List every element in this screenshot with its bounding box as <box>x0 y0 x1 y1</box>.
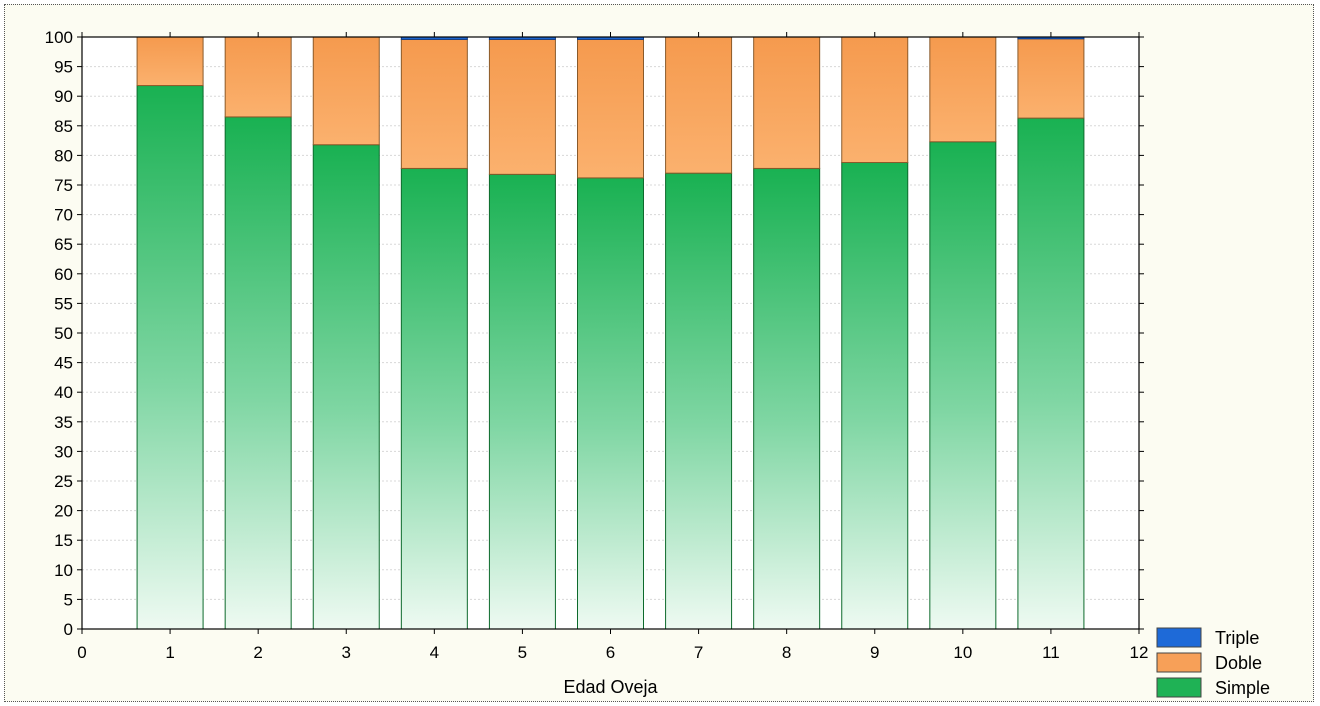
bar-doble-11 <box>1017 38 1085 119</box>
x-tick-label: 6 <box>606 643 615 662</box>
x-tick-label: 0 <box>77 643 86 662</box>
bar-simple-4 <box>400 167 468 630</box>
bar-simple-3 <box>312 144 380 630</box>
x-tick-label: 9 <box>870 643 879 662</box>
y-tick-label: 0 <box>64 620 73 639</box>
y-tick-label: 85 <box>54 117 73 136</box>
x-axis-ticks: 0 1 2 3 4 5 6 7 8 9 10 11 12 <box>77 32 1148 662</box>
bar-doble-2 <box>224 36 292 118</box>
bar-doble-5 <box>488 38 556 175</box>
bar-simple-7 <box>665 172 733 630</box>
bar-doble-10 <box>929 36 997 143</box>
x-tick-label: 2 <box>253 643 262 662</box>
x-tick-label: 10 <box>953 643 972 662</box>
bar-simple-2 <box>224 116 292 630</box>
bar-simple-5 <box>488 173 556 630</box>
y-tick-label: 45 <box>54 354 73 373</box>
bar-doble-7 <box>665 36 733 174</box>
y-tick-label: 90 <box>54 87 73 106</box>
x-tick-label: 7 <box>694 643 703 662</box>
y-tick-label: 25 <box>54 472 73 491</box>
legend-swatch-simple <box>1156 677 1202 698</box>
x-tick-label: 1 <box>165 643 174 662</box>
y-tick-label: 35 <box>54 413 73 432</box>
x-axis-title: Edad Oveja <box>563 677 658 697</box>
bar-simple-1 <box>136 85 204 630</box>
y-axis-ticks: 0 5 10 15 20 25 30 35 40 45 50 55 60 65 70 75 80 85 90 95 10… <box>45 28 1144 639</box>
x-tick-label: 3 <box>342 643 351 662</box>
legend-swatch-doble <box>1156 652 1202 673</box>
y-tick-label: 70 <box>54 206 73 225</box>
y-tick-label: 10 <box>54 561 73 580</box>
bar-simple-6 <box>577 177 644 630</box>
bar-simple-11 <box>1017 117 1085 630</box>
y-tick-label: 80 <box>54 146 73 165</box>
y-tick-label: 15 <box>54 531 73 550</box>
bar-doble-4 <box>400 38 468 169</box>
x-tick-label: 5 <box>518 643 527 662</box>
y-tick-label: 60 <box>54 265 73 284</box>
bar-simple-8 <box>753 167 821 630</box>
x-tick-label: 12 <box>1130 643 1149 662</box>
bar-doble-3 <box>312 36 380 146</box>
bars <box>136 36 1085 630</box>
y-tick-label: 55 <box>54 294 73 313</box>
bar-doble-8 <box>753 36 821 169</box>
y-tick-label: 30 <box>54 442 73 461</box>
y-tick-label: 100 <box>45 28 73 47</box>
y-tick-label: 20 <box>54 502 73 521</box>
legend-label-simple: Simple <box>1215 678 1270 698</box>
y-tick-label: 65 <box>54 235 73 254</box>
bar-doble-9 <box>841 36 909 164</box>
y-tick-label: 95 <box>54 58 73 77</box>
stacked-bar-chart: 0510152025303540455055606570758085909510… <box>45 28 1270 698</box>
bar-simple-10 <box>929 141 997 630</box>
legend-label-doble: Doble <box>1215 653 1262 673</box>
bar-doble-6 <box>577 38 644 179</box>
x-tick-label: 8 <box>782 643 791 662</box>
bar-simple-9 <box>841 162 909 630</box>
x-tick-label: 11 <box>1042 643 1060 662</box>
y-tick-label: 75 <box>54 176 73 195</box>
legend: Triple Doble Simple <box>1156 627 1270 698</box>
y-tick-label: 5 <box>64 590 73 609</box>
y-tick-label: 50 <box>54 324 73 343</box>
bar-doble-1 <box>136 36 204 87</box>
y-tick-label: 40 <box>54 383 73 402</box>
legend-swatch-triple <box>1156 627 1202 648</box>
legend-label-triple: Triple <box>1215 628 1259 648</box>
chart-frame: 0 5 10 15 20 25 30 35 40 45 50 55 60 65 70 75 80 85 90 95 10… <box>4 4 1314 702</box>
x-tick-label: 4 <box>430 643 439 662</box>
